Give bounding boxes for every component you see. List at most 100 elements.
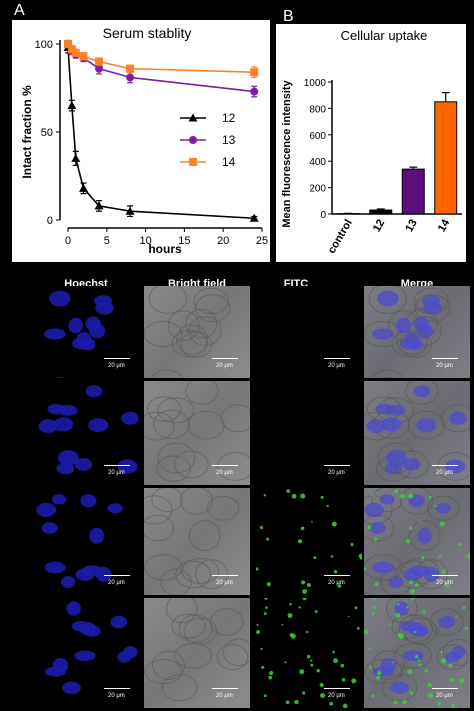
cell-outline (220, 404, 250, 433)
fitc-signal (306, 654, 311, 659)
scale-bar-label: 20 μm (108, 580, 125, 586)
fitc-signal (256, 623, 259, 627)
nucleus (49, 290, 71, 307)
fitc-signal (364, 623, 367, 627)
nucleus (373, 666, 394, 677)
cell-outline (426, 495, 460, 521)
fitc-signal (333, 658, 339, 664)
fitc-signal (265, 606, 268, 610)
cell-outline (175, 560, 211, 589)
fitc-signal (462, 606, 466, 610)
panel-letter-c: C (20, 242, 32, 259)
fitc-signal (406, 606, 409, 609)
scale-bar (212, 465, 238, 466)
nucleus (71, 620, 90, 632)
cell-outline (161, 674, 198, 702)
cell-outline (146, 396, 182, 422)
fitc-signal (302, 691, 306, 695)
x-tick-label: 12 (371, 218, 388, 235)
micrograph-fitc-row-13: 20 μm (256, 488, 362, 595)
cell-outline (193, 287, 229, 315)
top-panels: A B C Serum stablity 0 50 100 0 5 10 15 20 25 hour… (0, 0, 474, 262)
fitc-signal (310, 659, 313, 662)
cell-outline (222, 638, 250, 666)
fitc-signal (459, 678, 465, 684)
nucleus (117, 459, 138, 474)
micrograph-image (45, 601, 138, 694)
fitc-signal (392, 661, 395, 664)
cell-outline (174, 450, 209, 479)
nucleus (41, 522, 58, 534)
cell-outline (372, 650, 405, 680)
data-point-12 (125, 206, 135, 215)
cell-outline (368, 286, 408, 314)
x-axis-label: hours (148, 242, 182, 256)
micrograph-merge-row-13: 20 μm (364, 488, 470, 595)
fitc-signal (331, 521, 337, 527)
micrograph-bright-field-row-12: 20 μm (144, 381, 250, 485)
scale-bar-label: 20 μm (436, 363, 453, 369)
scale-bar (212, 358, 238, 359)
cell-outline (144, 554, 183, 581)
fitc-signal (285, 700, 290, 705)
x-tick-label: 25 (256, 235, 268, 247)
nucleus (85, 316, 101, 332)
fitc-signal (351, 678, 357, 684)
fitc-signal (359, 557, 362, 560)
fitc-signal (306, 582, 311, 588)
fitc-signal (333, 570, 338, 574)
x-tick-label: 13 (403, 218, 420, 235)
fitc-signal (373, 606, 376, 610)
fitc-signal (319, 682, 324, 687)
legend-label-14: 14 (222, 155, 236, 169)
legend-marker-13 (189, 136, 197, 144)
fitc-signal (407, 669, 413, 675)
micrograph-image (144, 488, 240, 595)
nucleus (372, 561, 394, 574)
cell-outline (185, 381, 219, 405)
micrograph-fitc-row-control: 20 μm (256, 286, 362, 378)
cell-outline (401, 557, 440, 584)
nucleus (366, 419, 387, 434)
scale-bar (324, 465, 350, 466)
cell-outline (171, 613, 206, 639)
fitc-signal (399, 493, 405, 499)
fitc-signal (438, 555, 442, 558)
data-point-14 (79, 52, 88, 61)
cell-outline (157, 442, 196, 474)
fitc-signal (371, 612, 375, 616)
micrograph-hoechst-row-12: 20 μm (36, 381, 142, 485)
data-point-12 (79, 183, 89, 192)
micrograph-image (256, 598, 360, 708)
fitc-signal (458, 542, 462, 547)
fitc-signal (305, 630, 309, 634)
micrograph-image (38, 385, 139, 475)
micrograph-merge-row-control: 20 μm (364, 286, 470, 378)
micrograph-hoechst-row-14: 20 μm (36, 598, 142, 708)
micrograph-fitc-row-14: 20 μm (256, 598, 362, 708)
nucleus (438, 615, 456, 629)
fitc-signal (266, 537, 270, 541)
scale-bar-label: 20 μm (108, 363, 125, 369)
scale-bar-label: 20 μm (108, 470, 125, 476)
fitc-signal (394, 489, 399, 494)
data-point-13 (126, 73, 135, 82)
nucleus (364, 502, 385, 517)
cell-outline (167, 310, 200, 341)
nucleus (445, 651, 460, 663)
scale-bar (432, 358, 458, 359)
cell-outline (371, 488, 404, 512)
nucleus (121, 411, 139, 425)
nucleus (117, 651, 132, 663)
scale-bar (212, 575, 238, 576)
cell-outline (151, 369, 184, 378)
legend-label-12: 12 (222, 111, 236, 125)
fitc-signal (427, 682, 432, 687)
scale-bar (104, 358, 130, 359)
nucleus (372, 328, 394, 340)
nucleus (66, 601, 81, 616)
cell-outline (364, 514, 395, 542)
scale-bar-label: 20 μm (216, 470, 233, 476)
micrograph-merge-row-12: 20 μm (364, 381, 470, 485)
micrograph-merge-row-14: 20 μm (364, 598, 470, 708)
